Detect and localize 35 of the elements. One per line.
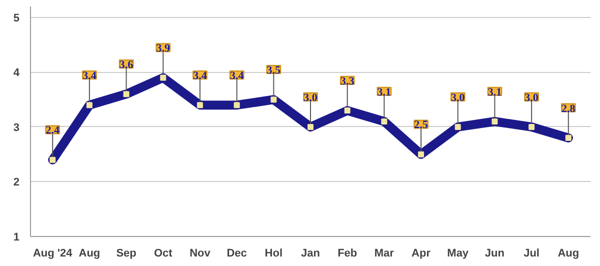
data-label: 2.8: [562, 102, 576, 115]
data-label: 3.4: [230, 70, 244, 82]
data-label: 3.1: [488, 86, 502, 98]
y-tick-label: 2: [13, 176, 20, 189]
x-tick-label: Aug: [78, 248, 100, 260]
x-tick-label: May: [447, 248, 470, 260]
x-tick-label: Oct: [154, 248, 173, 260]
data-label: 3.1: [377, 86, 392, 98]
x-tick-label: Aug: [558, 248, 580, 260]
x-tick-label: Apr: [412, 248, 432, 260]
y-tick-label: 3: [13, 122, 20, 134]
x-tick-label: Sep: [116, 248, 137, 260]
data-label: 3.4: [193, 70, 208, 82]
data-label: 3.0: [524, 92, 539, 104]
x-tick-label: Feb: [338, 248, 358, 260]
data-label: 3.3: [340, 75, 355, 88]
y-tick-label: 5: [13, 12, 20, 24]
data-label: 3.6: [119, 59, 134, 71]
x-tick-label: Nov: [190, 248, 212, 260]
data-label: 3.4: [82, 70, 97, 82]
x-tick-label: Hol: [264, 248, 283, 260]
x-tick-label: Dec: [226, 248, 247, 260]
x-tick-label: Jan: [301, 248, 320, 260]
data-label: 2.4: [46, 124, 60, 137]
y-tick-label: 1: [13, 232, 20, 244]
x-tick-label: Jul: [524, 248, 540, 260]
data-label: 3.0: [304, 92, 318, 104]
x-tick-label: Jun: [484, 248, 505, 260]
data-label: 3.0: [450, 92, 466, 104]
y-tick-label: 4: [13, 67, 20, 80]
data-label: 3.5: [266, 64, 282, 76]
data-label: 2.5: [414, 119, 428, 132]
data-label: 3.9: [156, 42, 171, 55]
x-tick-label: Aug '24: [32, 248, 74, 260]
x-tick-label: Mar: [374, 248, 395, 260]
